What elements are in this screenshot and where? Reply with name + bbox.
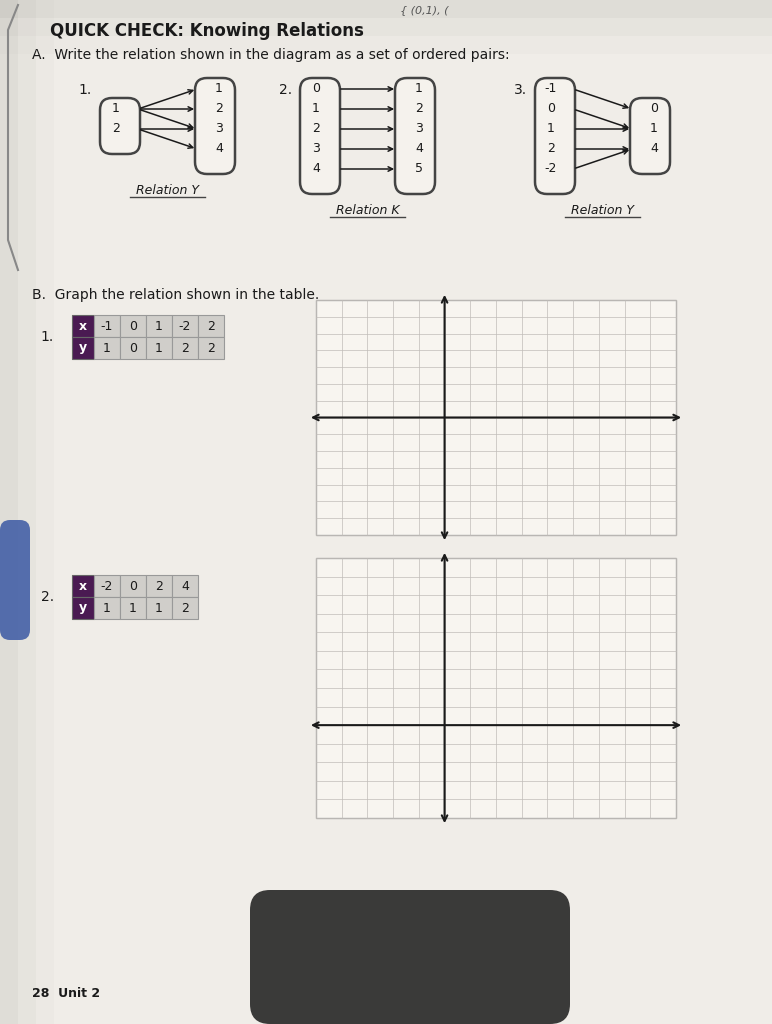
Text: -2: -2 <box>179 319 191 333</box>
Text: 3: 3 <box>215 123 223 135</box>
Text: 2.: 2. <box>41 590 54 604</box>
Text: 3: 3 <box>312 142 320 156</box>
FancyBboxPatch shape <box>0 0 36 1024</box>
Text: 1.: 1. <box>79 83 92 97</box>
Text: 1: 1 <box>155 341 163 354</box>
Text: 4: 4 <box>181 580 189 593</box>
Text: 1: 1 <box>547 123 555 135</box>
Text: 2: 2 <box>181 601 189 614</box>
Text: 1: 1 <box>312 102 320 116</box>
Text: 4: 4 <box>650 142 658 156</box>
Text: 2: 2 <box>215 102 223 116</box>
FancyBboxPatch shape <box>316 558 676 818</box>
FancyBboxPatch shape <box>146 337 172 359</box>
Text: 1.: 1. <box>41 330 54 344</box>
FancyBboxPatch shape <box>630 98 670 174</box>
FancyBboxPatch shape <box>100 98 140 154</box>
Text: Relation K: Relation K <box>336 204 399 217</box>
Text: 0: 0 <box>129 580 137 593</box>
Text: 1: 1 <box>112 102 120 116</box>
Text: 1: 1 <box>215 83 223 95</box>
Text: 2: 2 <box>312 123 320 135</box>
FancyBboxPatch shape <box>72 315 94 337</box>
FancyBboxPatch shape <box>94 315 120 337</box>
Text: 2: 2 <box>155 580 163 593</box>
Text: 0: 0 <box>129 341 137 354</box>
FancyBboxPatch shape <box>146 575 172 597</box>
Text: 4: 4 <box>415 142 423 156</box>
FancyBboxPatch shape <box>120 575 146 597</box>
FancyBboxPatch shape <box>250 890 570 1024</box>
Text: 1: 1 <box>155 601 163 614</box>
Text: 3.: 3. <box>514 83 527 97</box>
FancyBboxPatch shape <box>0 0 772 18</box>
Text: -1: -1 <box>545 83 557 95</box>
Text: B.  Graph the relation shown in the table.: B. Graph the relation shown in the table… <box>32 288 320 302</box>
FancyBboxPatch shape <box>172 315 198 337</box>
Text: 2: 2 <box>547 142 555 156</box>
Text: 0: 0 <box>547 102 555 116</box>
Text: 1: 1 <box>650 123 658 135</box>
Text: { (0,1), (: { (0,1), ( <box>400 5 449 15</box>
FancyBboxPatch shape <box>0 0 18 1024</box>
Text: 0: 0 <box>650 102 658 116</box>
FancyBboxPatch shape <box>94 597 120 618</box>
Text: 2: 2 <box>207 319 215 333</box>
FancyBboxPatch shape <box>172 337 198 359</box>
FancyBboxPatch shape <box>172 575 198 597</box>
FancyBboxPatch shape <box>0 0 772 36</box>
FancyBboxPatch shape <box>72 575 94 597</box>
Text: y: y <box>79 341 87 354</box>
Text: 3: 3 <box>415 123 423 135</box>
FancyBboxPatch shape <box>195 78 235 174</box>
FancyBboxPatch shape <box>94 575 120 597</box>
Text: 0: 0 <box>129 319 137 333</box>
Text: Relation Y: Relation Y <box>571 204 634 217</box>
Text: 1: 1 <box>155 319 163 333</box>
Text: x: x <box>79 580 87 593</box>
FancyBboxPatch shape <box>172 597 198 618</box>
FancyBboxPatch shape <box>395 78 435 194</box>
FancyBboxPatch shape <box>72 597 94 618</box>
Text: 1: 1 <box>103 601 111 614</box>
Text: 4: 4 <box>312 163 320 175</box>
FancyBboxPatch shape <box>198 337 224 359</box>
Text: y: y <box>79 601 87 614</box>
Text: 1: 1 <box>103 341 111 354</box>
FancyBboxPatch shape <box>300 78 340 194</box>
Text: 1: 1 <box>415 83 423 95</box>
Text: 5: 5 <box>415 163 423 175</box>
FancyBboxPatch shape <box>316 300 676 535</box>
Text: 1: 1 <box>129 601 137 614</box>
FancyBboxPatch shape <box>72 337 94 359</box>
Text: QUICK CHECK: Knowing Relations: QUICK CHECK: Knowing Relations <box>50 22 364 40</box>
Text: 4: 4 <box>215 142 223 156</box>
Text: -2: -2 <box>101 580 113 593</box>
Text: 2: 2 <box>207 341 215 354</box>
Text: 2.: 2. <box>279 83 292 97</box>
FancyBboxPatch shape <box>0 520 30 640</box>
FancyBboxPatch shape <box>535 78 575 194</box>
Text: A.  Write the relation shown in the diagram as a set of ordered pairs:: A. Write the relation shown in the diagr… <box>32 48 510 62</box>
Text: 2: 2 <box>181 341 189 354</box>
FancyBboxPatch shape <box>198 315 224 337</box>
Text: -1: -1 <box>101 319 113 333</box>
Text: -2: -2 <box>545 163 557 175</box>
FancyBboxPatch shape <box>120 315 146 337</box>
FancyBboxPatch shape <box>120 337 146 359</box>
FancyBboxPatch shape <box>120 597 146 618</box>
Text: 28  Unit 2: 28 Unit 2 <box>32 987 100 1000</box>
FancyBboxPatch shape <box>146 315 172 337</box>
Text: x: x <box>79 319 87 333</box>
Text: Relation Y: Relation Y <box>136 184 199 197</box>
Text: 2: 2 <box>112 123 120 135</box>
FancyBboxPatch shape <box>146 597 172 618</box>
FancyBboxPatch shape <box>94 337 120 359</box>
Text: 2: 2 <box>415 102 423 116</box>
Text: 0: 0 <box>312 83 320 95</box>
